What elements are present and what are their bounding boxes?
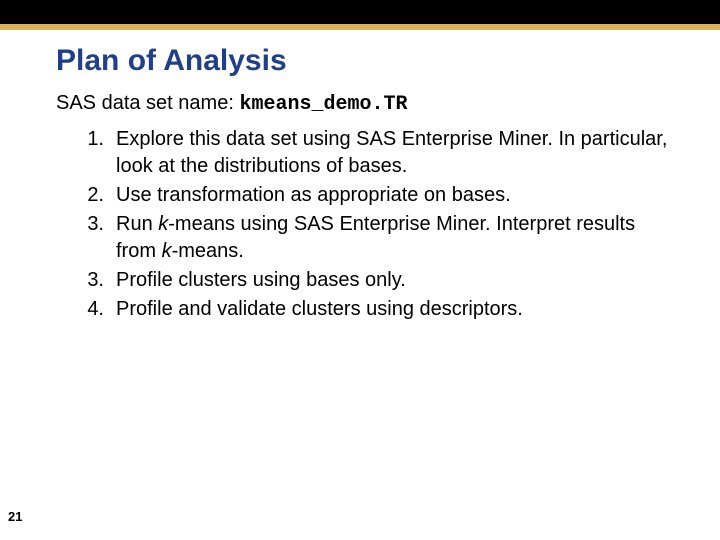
- top-black-bar: [0, 0, 720, 24]
- slide-title: Plan of Analysis: [56, 44, 672, 78]
- dataset-line: SAS data set name: kmeans_demo.TR: [56, 92, 672, 116]
- list-item: 1. Explore this data set using SAS Enter…: [72, 126, 672, 180]
- list-text: Profile and validate clusters using desc…: [116, 296, 672, 323]
- italic-k: k: [162, 240, 172, 262]
- dataset-label: SAS data set name:: [56, 92, 239, 114]
- dataset-name: kmeans_demo.TR: [239, 93, 407, 116]
- list-item: 3. Run k-means using SAS Enterprise Mine…: [72, 211, 672, 265]
- list-text: Profile clusters using bases only.: [116, 267, 672, 294]
- list-number: 3.: [72, 211, 116, 265]
- list-number: 3.: [72, 267, 116, 294]
- list-number: 1.: [72, 126, 116, 180]
- list-text: Explore this data set using SAS Enterpri…: [116, 126, 672, 180]
- text-fragment: -means.: [172, 240, 244, 262]
- list-number: 2.: [72, 182, 116, 209]
- text-fragment: Run: [116, 213, 158, 235]
- slide-number: 21: [8, 509, 22, 524]
- numbered-list: 1. Explore this data set using SAS Enter…: [72, 126, 672, 323]
- slide-content: Plan of Analysis SAS data set name: kmea…: [0, 30, 720, 323]
- list-text: Run k-means using SAS Enterprise Miner. …: [116, 211, 672, 265]
- list-item: 4. Profile and validate clusters using d…: [72, 296, 672, 323]
- list-number: 4.: [72, 296, 116, 323]
- list-item: 2. Use transformation as appropriate on …: [72, 182, 672, 209]
- list-item: 3. Profile clusters using bases only.: [72, 267, 672, 294]
- italic-k: k: [158, 213, 168, 235]
- list-text: Use transformation as appropriate on bas…: [116, 182, 672, 209]
